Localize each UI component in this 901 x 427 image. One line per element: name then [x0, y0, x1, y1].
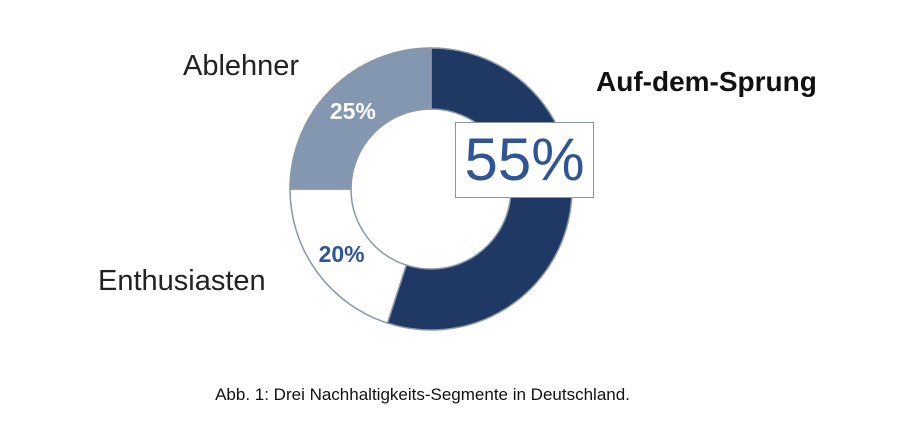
data-label-ablehner: 25%: [330, 98, 376, 124]
highlight-value-box: 55%: [455, 122, 594, 198]
data-label-enthusiasten: 20%: [319, 241, 365, 267]
figure-caption: Abb. 1: Drei Nachhaltigkeits-Segmente in…: [215, 385, 630, 404]
category-label-auf-dem-sprung: Auf-dem-Sprung: [596, 66, 817, 97]
category-label-ablehner: Ablehner: [183, 50, 300, 82]
donut-slice-ablehner: [289, 47, 432, 190]
category-label-enthusiasten: Enthusiasten: [98, 265, 266, 297]
